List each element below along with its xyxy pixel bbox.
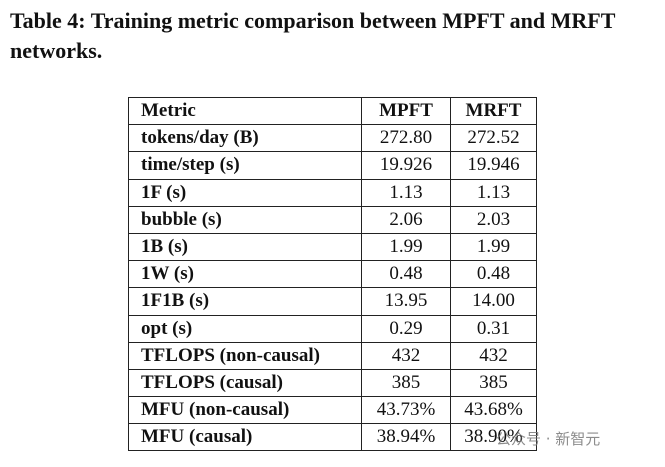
table-caption: Table 4: Training metric comparison betw… (10, 8, 615, 63)
metric-cell: 1W (s) (128, 260, 362, 289)
header-cell: MPFT (361, 96, 451, 126)
value-cell: 43.68% (450, 396, 537, 425)
value-cell: 19.926 (361, 151, 451, 180)
metric-cell: tokens/day (B) (128, 124, 362, 153)
table-row: TFLOPS (causal) 385 385 (128, 368, 537, 398)
value-cell: 1.13 (450, 178, 537, 207)
metric-cell: opt (s) (128, 314, 362, 343)
value-cell: 1.99 (361, 232, 451, 262)
value-cell: 0.48 (450, 260, 537, 289)
value-cell: 2.06 (361, 205, 451, 234)
table-row: 1B (s) 1.99 1.99 (128, 232, 537, 262)
metric-cell: 1F (s) (128, 178, 362, 207)
value-cell: 432 (361, 341, 451, 370)
value-cell: 13.95 (361, 287, 451, 316)
value-cell: 272.52 (450, 124, 537, 153)
metric-cell: 1F1B (s) (128, 287, 362, 316)
header-cell: Metric (128, 96, 362, 126)
value-cell: 0.31 (450, 314, 537, 343)
metric-table: Metric MPFT MRFT tokens/day (B) 272.80 272… (128, 96, 537, 452)
value-cell: 432 (450, 341, 537, 370)
table-row: 1F1B (s) 13.95 14.00 (128, 287, 537, 316)
table-row: time/step (s) 19.926 19.946 (128, 151, 537, 180)
value-cell: 385 (361, 368, 451, 398)
table-row: 1F (s) 1.13 1.13 (128, 178, 537, 207)
value-cell: 43.73% (361, 396, 451, 425)
metric-cell: time/step (s) (128, 151, 362, 180)
value-cell: 272.80 (361, 124, 451, 153)
table-body: tokens/day (B) 272.80 272.52 time/step (s) 1… (128, 124, 537, 452)
table-row: 1W (s) 0.48 0.48 (128, 260, 537, 289)
metric-cell: MFU (non-causal) (128, 396, 362, 425)
metric-cell: MFU (causal) (128, 423, 362, 452)
watermark: 公众号 · 新智元 (496, 430, 601, 448)
header-cell: MRFT (450, 96, 537, 126)
value-cell: 0.29 (361, 314, 451, 343)
header-row: Metric MPFT MRFT (128, 96, 537, 126)
table-row: opt (s) 0.29 0.31 (128, 314, 537, 343)
table-row: MFU (non-causal) 43.73% 43.68% (128, 396, 537, 425)
metric-cell: bubble (s) (128, 205, 362, 234)
value-cell: 1.13 (361, 178, 451, 207)
metric-cell: 1B (s) (128, 232, 362, 262)
value-cell: 1.99 (450, 232, 537, 262)
table-row: MFU (causal) 38.94% 38.90% (128, 423, 537, 452)
table-row: tokens/day (B) 272.80 272.52 (128, 124, 537, 153)
value-cell: 38.90% (450, 423, 537, 452)
table-row: TFLOPS (non-causal) 432 432 (128, 341, 537, 370)
value-cell: 14.00 (450, 287, 537, 316)
metric-cell: TFLOPS (non-causal) (128, 341, 362, 370)
metric-cell: TFLOPS (causal) (128, 368, 362, 398)
value-cell: 385 (450, 368, 537, 398)
value-cell: 38.94% (361, 423, 451, 452)
value-cell: 2.03 (450, 205, 537, 234)
table-row: bubble (s) 2.06 2.03 (128, 205, 537, 234)
value-cell: 0.48 (361, 260, 451, 289)
value-cell: 19.946 (450, 151, 537, 180)
